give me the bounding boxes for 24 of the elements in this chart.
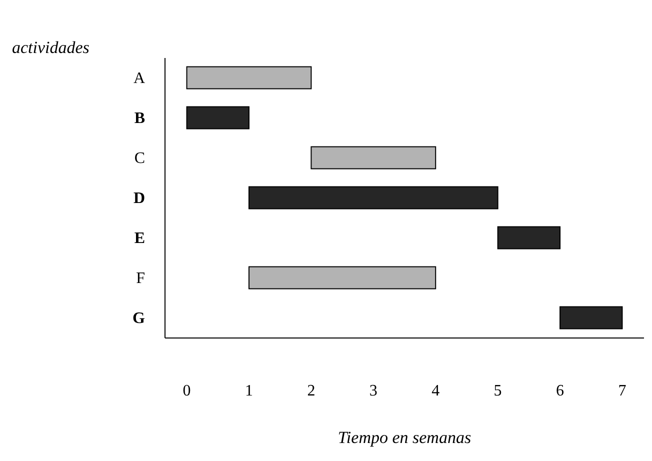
bar (186, 106, 250, 130)
x-axis-title: Tiempo en semanas (338, 428, 472, 447)
x-tick-label: 2 (307, 382, 316, 400)
bar (310, 146, 436, 170)
x-tick-label: 1 (244, 382, 253, 400)
x-tick-label: 4 (432, 382, 440, 400)
y-tick-label: D (133, 190, 145, 207)
y-tick-label: F (136, 270, 146, 287)
bar (248, 266, 436, 290)
bar (186, 66, 312, 90)
x-tick-label: 0 (182, 382, 191, 400)
bar (248, 186, 498, 210)
x-tick-label: 6 (556, 382, 564, 400)
x-tick-label: 3 (369, 382, 378, 400)
y-tick-label: G (132, 310, 146, 327)
x-tick-label: 5 (494, 382, 502, 400)
y-tick-label: A (133, 70, 146, 87)
y-tick-label: C (134, 150, 145, 167)
y-tick-label: B (134, 110, 146, 127)
y-axis-title: actividades (12, 38, 90, 58)
bar (560, 306, 623, 330)
x-tick-label: 7 (618, 382, 626, 400)
bar (497, 226, 561, 250)
y-tick-label: E (134, 230, 145, 247)
